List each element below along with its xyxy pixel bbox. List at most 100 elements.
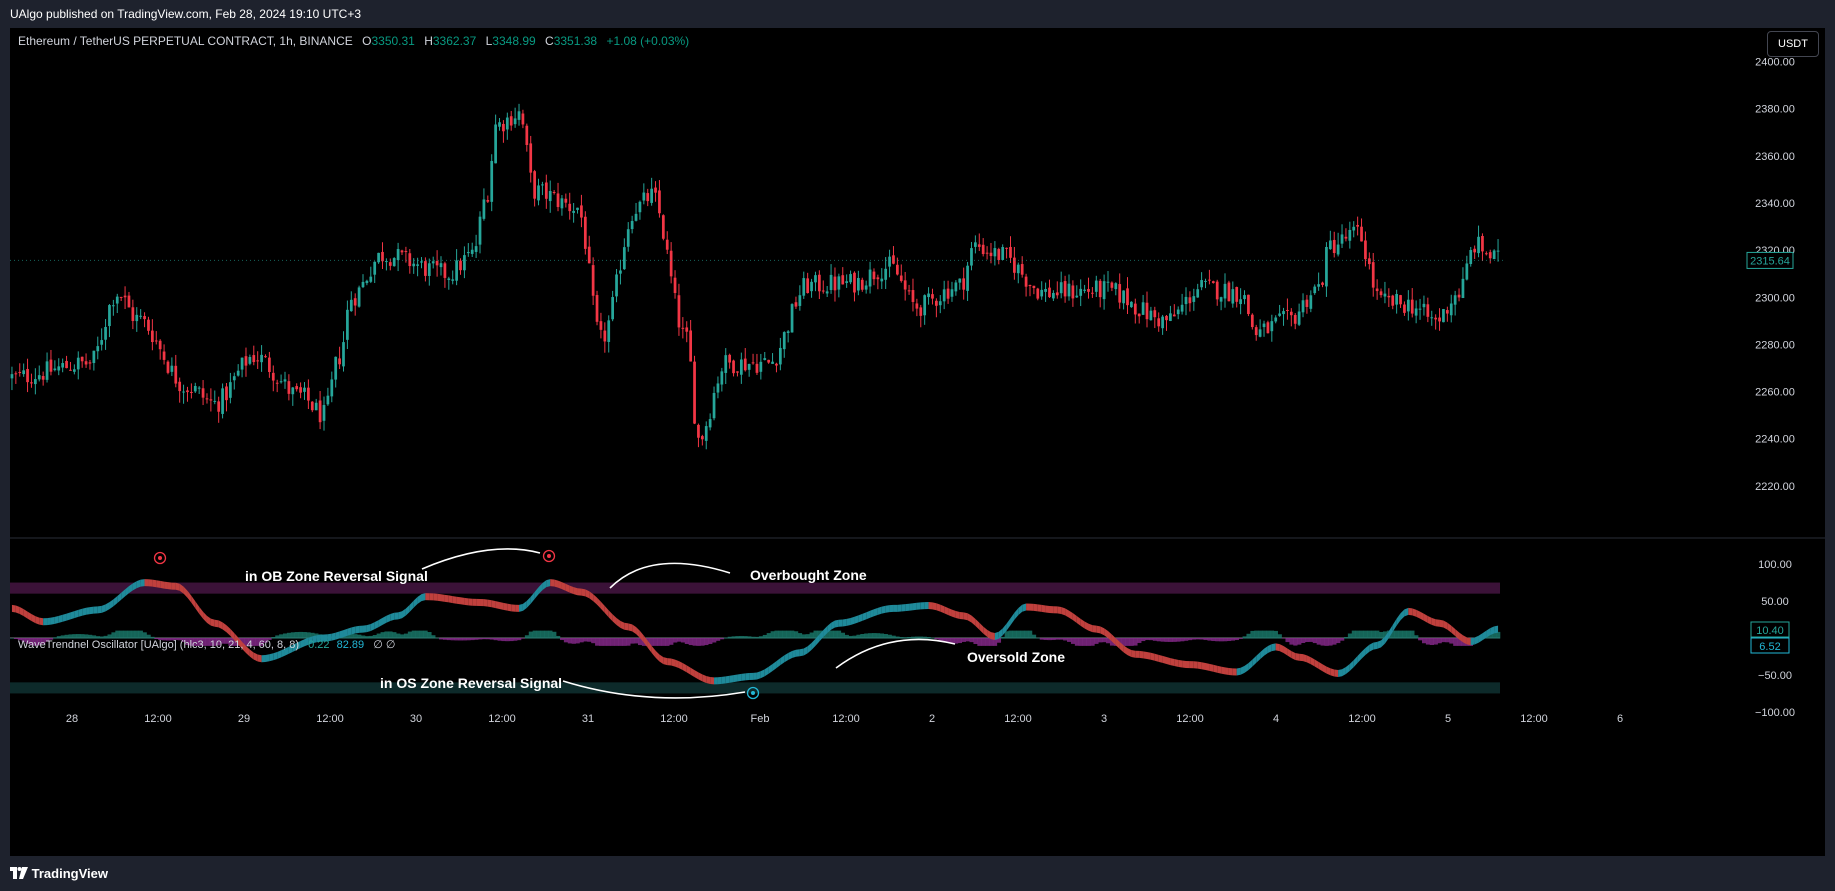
candle-body xyxy=(1009,246,1012,258)
oscillator-histogram-bar xyxy=(91,635,97,639)
candle-body xyxy=(1364,240,1367,260)
oscillator-wave-segment xyxy=(944,606,949,616)
candle-body xyxy=(572,210,575,213)
candle-body xyxy=(361,281,365,288)
oscillator-histogram-bar xyxy=(99,636,104,639)
oscillator-histogram-bar xyxy=(1102,638,1107,643)
oscillator-wave-segment xyxy=(448,595,453,604)
oscillator-histogram-bar xyxy=(1187,638,1193,641)
oscillator-wave-segment xyxy=(1076,616,1081,626)
oscillator-wave-segment xyxy=(554,579,559,588)
oscillator-wave-segment xyxy=(86,607,90,615)
candle-body xyxy=(1126,288,1129,306)
overbought-arrow-line xyxy=(609,562,731,589)
oscillator-histogram-bar xyxy=(1199,638,1204,640)
oscillator-wave-segment xyxy=(1143,651,1148,659)
candle-body xyxy=(197,387,201,389)
candle-body xyxy=(845,281,849,283)
candle-body xyxy=(96,346,100,352)
oscillator-histogram-bar xyxy=(208,638,214,646)
oscillator-histogram-bar xyxy=(1086,638,1091,646)
published-info: UAlgo published on TradingView.com, Feb … xyxy=(10,7,361,21)
oscillator-histogram-bar xyxy=(770,631,775,639)
candle-body xyxy=(564,198,568,203)
candle-body xyxy=(923,295,927,316)
candle-body xyxy=(400,250,404,253)
currency-button[interactable]: USDT xyxy=(1767,31,1819,57)
oscillator-wave-segment xyxy=(636,627,640,638)
candle-body xyxy=(264,356,267,358)
oscillator-wave-segment xyxy=(1412,608,1417,617)
candle-body xyxy=(1157,318,1161,327)
chart-canvas[interactable]: 2400.002380.002360.002340.002320.002300.… xyxy=(10,28,1825,856)
oscillator-histogram-bar xyxy=(595,638,600,646)
candle-body xyxy=(1379,291,1383,296)
oscillator-histogram-bar xyxy=(583,638,588,642)
oscillator-histogram-bar xyxy=(267,638,272,640)
overbought-zone-band xyxy=(10,582,1500,594)
oscillator-wave-segment xyxy=(1186,660,1190,669)
candle-body xyxy=(443,263,447,278)
oscillator-wave-segment xyxy=(1150,652,1155,661)
candle-body xyxy=(1270,321,1274,332)
candle-body xyxy=(1102,281,1106,300)
candle-body xyxy=(794,302,798,307)
oscillator-histogram-bar xyxy=(1398,630,1403,639)
oscillator-wave-segment xyxy=(1400,609,1405,621)
oscillator-histogram-bar xyxy=(1020,630,1025,639)
oscillator-histogram-bar xyxy=(509,638,514,642)
oscillator-wave-segment xyxy=(1361,647,1366,659)
symbol-title[interactable]: Ethereum / TetherUS PERPETUAL CONTRACT, … xyxy=(18,34,353,48)
candle-body xyxy=(1219,297,1223,302)
oscillator-wave-segment xyxy=(1061,606,1066,616)
candle-body xyxy=(127,295,131,308)
oscillator-histogram-bar xyxy=(1453,638,1458,646)
oscillator-wave-segment xyxy=(93,606,98,614)
candle-body xyxy=(139,315,143,317)
oscillator-wave-segment xyxy=(1310,657,1315,667)
candle-body xyxy=(151,330,154,343)
oscillator-histogram-bar xyxy=(653,638,658,646)
oscillator-histogram-bar xyxy=(684,638,689,644)
candle-body xyxy=(806,278,810,294)
candle-body xyxy=(556,193,560,208)
oscillator-wave-segment xyxy=(1096,625,1101,634)
candle-body xyxy=(162,351,166,360)
oscillator-wave-segment xyxy=(1135,650,1140,658)
oscillator-wave-segment xyxy=(1478,633,1483,643)
oscillator-wave-segment xyxy=(990,632,995,641)
candle-body xyxy=(1110,282,1114,288)
time-axis-tick: 4 xyxy=(1273,713,1279,725)
oscillator-wave-segment xyxy=(686,665,691,675)
candle-body xyxy=(1036,288,1040,299)
oscillator-wave-segment xyxy=(43,618,48,626)
oscillator-histogram-bar xyxy=(232,638,237,646)
oscillator-title[interactable]: WaveTrendnel Oscillator [UAlgo] (hlc3, 1… xyxy=(18,639,300,651)
candle-body xyxy=(1250,314,1254,328)
oscillator-histogram-bar xyxy=(1258,630,1263,639)
oscillator-wave-segment xyxy=(222,622,227,633)
candle-body xyxy=(821,290,825,292)
oscillator-wave-segment xyxy=(1022,603,1027,612)
candle-body xyxy=(1106,281,1110,283)
candle-body xyxy=(299,387,302,393)
oscillator-histogram-bar xyxy=(56,636,62,639)
oscillator-wave-segment xyxy=(320,634,324,642)
candle-body xyxy=(513,118,517,125)
tradingview-logo[interactable]: TradingView xyxy=(10,866,108,881)
oscillator-wave-segment xyxy=(1107,631,1112,642)
oscillator-wave-segment xyxy=(503,602,508,611)
oscillator-histogram-bar xyxy=(442,638,448,640)
oscillator-wave-segment xyxy=(1221,666,1226,675)
candle-body xyxy=(1247,294,1250,315)
chart-frame[interactable]: 2400.00 2380.00 2360.00 2340.00 2320.00 2300.… xyxy=(10,28,1825,856)
oscillator-wave-segment xyxy=(881,605,886,614)
oscillator-histogram-bar xyxy=(1277,634,1282,639)
oscillator-histogram-bar xyxy=(29,638,34,646)
candle-body xyxy=(771,361,774,364)
oscillator-wave-segment xyxy=(694,670,699,680)
oscillator-histogram-bar xyxy=(1328,638,1333,646)
oscillator-histogram-bar xyxy=(1043,638,1048,641)
time-axis-tick: 12:00 xyxy=(1348,713,1376,725)
oscillator-wave-segment xyxy=(39,617,44,626)
